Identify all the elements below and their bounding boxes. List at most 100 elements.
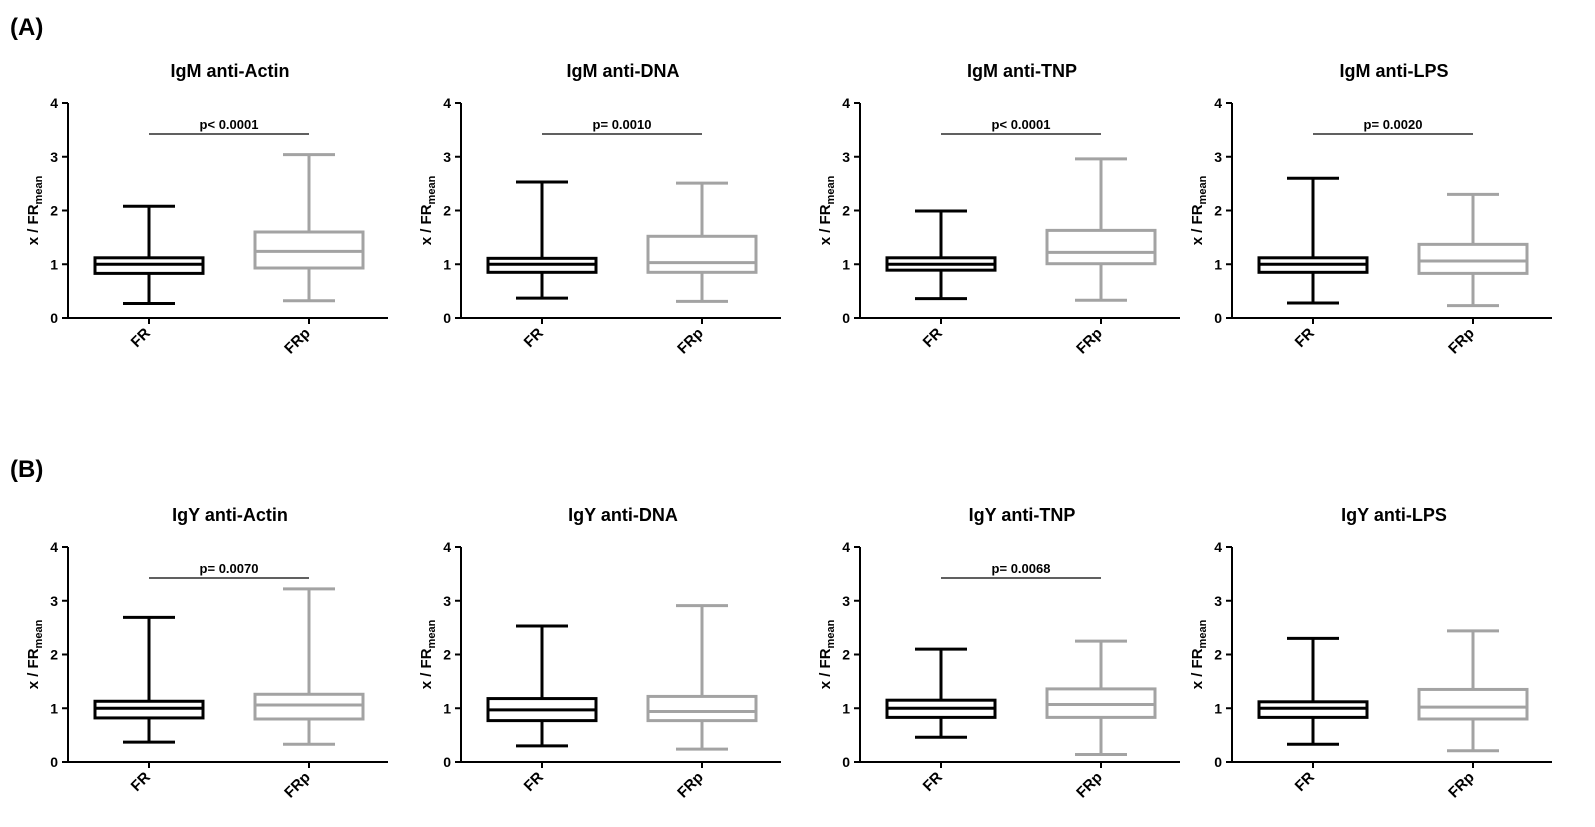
- y-axis-label-main: x / FR: [25, 648, 42, 689]
- chart-panel: IgY anti-TNP 0 1 2 3 4 x / FRmean FR FRp p= 0.006…: [817, 505, 1180, 801]
- panel-label-b: (B): [10, 456, 44, 483]
- x-tick-label: FRp: [281, 769, 314, 802]
- chart-title: IgM anti-Actin: [171, 61, 290, 81]
- y-tick-label: 4: [842, 539, 850, 555]
- y-axis-label: x / FRmean: [1189, 619, 1209, 689]
- x-tick-label: FRp: [281, 325, 314, 358]
- x-tick-label: FR: [128, 769, 154, 795]
- y-tick-label: 0: [50, 310, 58, 326]
- box-fr: [1257, 636, 1369, 746]
- box-frp: [1045, 639, 1157, 756]
- panel-label-a: (A): [10, 14, 44, 41]
- y-axis-label: x / FRmean: [25, 175, 45, 245]
- x-tick-label: FRp: [674, 769, 707, 802]
- x-tick-label: FR: [128, 325, 154, 351]
- iqr-box: [1045, 228, 1157, 266]
- iqr-box: [1417, 687, 1529, 721]
- y-axis-label-sub: mean: [1197, 619, 1209, 648]
- box-fr: [486, 624, 598, 748]
- y-tick-label: 3: [443, 149, 451, 165]
- y-tick-label: 2: [50, 203, 58, 219]
- y-axis-label-main: x / FR: [418, 648, 435, 689]
- p-value-label: p= 0.0068: [992, 561, 1051, 576]
- y-tick-label: 1: [1214, 700, 1222, 716]
- x-tick-label: FR: [521, 325, 547, 351]
- chart-title: IgY anti-DNA: [568, 505, 678, 525]
- y-tick-label: 1: [50, 700, 58, 716]
- chart-title: IgM anti-DNA: [567, 61, 680, 81]
- x-tick-label: FRp: [1445, 769, 1478, 802]
- chart-panel: IgM anti-LPS 0 1 2 3 4 x / FRmean FR FRp p= 0.002…: [1189, 61, 1552, 357]
- y-tick-label: 1: [842, 700, 850, 716]
- x-tick-label: FR: [1292, 325, 1318, 351]
- y-tick-label: 4: [1214, 95, 1222, 111]
- y-axis-label-sub: mean: [426, 175, 438, 204]
- y-tick-label: 3: [1214, 593, 1222, 609]
- p-value-label: p< 0.0001: [992, 117, 1051, 132]
- y-tick-label: 3: [50, 593, 58, 609]
- y-axis-label: x / FRmean: [1189, 175, 1209, 245]
- y-tick-label: 1: [443, 700, 451, 716]
- p-value-label: p= 0.0010: [593, 117, 652, 132]
- y-tick-label: 0: [842, 310, 850, 326]
- y-axis-label-main: x / FR: [817, 204, 834, 245]
- chart-title: IgM anti-TNP: [967, 61, 1077, 81]
- x-tick-label: FR: [521, 769, 547, 795]
- y-tick-label: 3: [443, 593, 451, 609]
- y-tick-label: 0: [50, 754, 58, 770]
- chart-panel: IgY anti-DNA 0 1 2 3 4 x / FRmean FR FRp: [418, 505, 781, 801]
- y-tick-label: 3: [1214, 149, 1222, 165]
- x-tick-label: FRp: [1073, 769, 1106, 802]
- y-tick-label: 4: [443, 95, 451, 111]
- y-tick-label: 1: [443, 256, 451, 272]
- x-tick-label: FR: [920, 325, 946, 351]
- y-axis-label-main: x / FR: [1189, 648, 1206, 689]
- chart-panel: IgM anti-DNA 0 1 2 3 4 x / FRmean FR FRp p= 0.001…: [418, 61, 781, 357]
- y-tick-label: 2: [842, 647, 850, 663]
- p-value-label: p= 0.0020: [1364, 117, 1423, 132]
- y-tick-label: 3: [50, 149, 58, 165]
- x-tick-label: FRp: [674, 325, 707, 358]
- y-tick-label: 2: [1214, 203, 1222, 219]
- box-fr: [93, 204, 205, 305]
- box-fr: [885, 647, 997, 739]
- y-tick-label: 0: [443, 310, 451, 326]
- y-tick-label: 0: [842, 754, 850, 770]
- y-axis-label-sub: mean: [426, 619, 438, 648]
- y-axis-label-sub: mean: [33, 175, 45, 204]
- y-tick-label: 1: [1214, 256, 1222, 272]
- iqr-box: [253, 692, 365, 721]
- box-fr: [93, 615, 205, 744]
- y-axis-label-main: x / FR: [25, 204, 42, 245]
- y-axis-label-sub: mean: [825, 175, 837, 204]
- y-tick-label: 2: [1214, 647, 1222, 663]
- y-tick-label: 2: [443, 203, 451, 219]
- x-tick-label: FR: [1292, 769, 1318, 795]
- y-tick-label: 0: [1214, 754, 1222, 770]
- y-tick-label: 3: [842, 593, 850, 609]
- chart-title: IgY anti-LPS: [1341, 505, 1447, 525]
- box-fr: [885, 209, 997, 301]
- box-frp: [1417, 629, 1529, 753]
- box-frp: [253, 587, 365, 746]
- box-frp: [1045, 157, 1157, 302]
- box-frp: [1417, 192, 1529, 308]
- p-value-label: p= 0.0070: [200, 561, 259, 576]
- y-tick-label: 4: [443, 539, 451, 555]
- y-tick-label: 4: [1214, 539, 1222, 555]
- y-tick-label: 0: [443, 754, 451, 770]
- iqr-box: [646, 694, 758, 723]
- y-axis-label-main: x / FR: [418, 204, 435, 245]
- y-tick-label: 1: [50, 256, 58, 272]
- p-value-label: p< 0.0001: [200, 117, 259, 132]
- chart-panel: IgY anti-LPS 0 1 2 3 4 x / FRmean FR FRp: [1189, 505, 1552, 801]
- y-tick-label: 2: [443, 647, 451, 663]
- y-tick-label: 4: [50, 539, 58, 555]
- y-tick-label: 4: [842, 95, 850, 111]
- chart-panel: IgY anti-Actin 0 1 2 3 4 x / FRmean FR FRp p= 0.0…: [25, 505, 388, 801]
- iqr-box: [1417, 242, 1529, 275]
- y-axis-label: x / FRmean: [817, 175, 837, 245]
- y-tick-label: 3: [842, 149, 850, 165]
- y-axis-label-main: x / FR: [817, 648, 834, 689]
